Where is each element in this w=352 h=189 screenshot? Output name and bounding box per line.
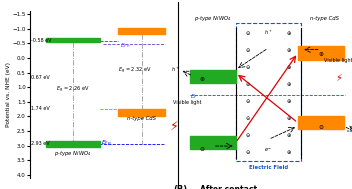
Text: $h^+$: $h^+$ bbox=[264, 28, 273, 37]
Text: $\ominus$: $\ominus$ bbox=[245, 148, 251, 156]
Bar bbox=[46, 39, 100, 42]
Text: $\oplus$: $\oplus$ bbox=[286, 46, 292, 54]
Text: $\oplus$: $\oplus$ bbox=[286, 63, 292, 71]
Text: $\ominus$: $\ominus$ bbox=[245, 97, 251, 105]
Text: p-type NiWO$_4$: p-type NiWO$_4$ bbox=[54, 149, 92, 158]
Text: $\ominus$: $\ominus$ bbox=[245, 80, 251, 88]
Text: ⚡: ⚡ bbox=[335, 73, 342, 83]
Text: $\ominus$: $\ominus$ bbox=[245, 29, 251, 37]
Text: 2.93 eV: 2.93 eV bbox=[31, 141, 50, 146]
Bar bbox=[190, 70, 236, 83]
Text: $\ominus$: $\ominus$ bbox=[245, 63, 251, 71]
Text: $E_g$ = 2.32 eV: $E_g$ = 2.32 eV bbox=[118, 66, 152, 76]
Text: Visible light: Visible light bbox=[174, 101, 202, 105]
Text: $e^-$: $e^-$ bbox=[264, 146, 272, 154]
Text: $\oplus$: $\oplus$ bbox=[286, 97, 292, 105]
Text: $\ominus$: $\ominus$ bbox=[199, 145, 205, 153]
Text: 0.67 eV: 0.67 eV bbox=[31, 75, 50, 80]
Text: Electric Field: Electric Field bbox=[249, 164, 288, 170]
Text: $\ominus$: $\ominus$ bbox=[319, 123, 325, 131]
Bar bbox=[118, 109, 165, 116]
Text: $\oplus$: $\oplus$ bbox=[286, 29, 292, 37]
Text: $\oplus$: $\oplus$ bbox=[286, 131, 292, 139]
Bar bbox=[118, 28, 165, 34]
Text: -0.58 eV: -0.58 eV bbox=[31, 38, 52, 43]
Text: p-type NiWO$_4$: p-type NiWO$_4$ bbox=[194, 14, 232, 23]
Text: $\ominus$: $\ominus$ bbox=[245, 46, 251, 54]
Text: $h^+$: $h^+$ bbox=[171, 65, 180, 74]
Bar bbox=[46, 141, 100, 147]
Text: $\oplus$: $\oplus$ bbox=[319, 50, 325, 58]
Text: $\ominus$: $\ominus$ bbox=[245, 131, 251, 139]
Text: n-type CdS: n-type CdS bbox=[127, 116, 156, 121]
Text: $\oplus$: $\oplus$ bbox=[286, 148, 292, 156]
Text: $\oplus$: $\oplus$ bbox=[286, 114, 292, 122]
Text: $E_F$: $E_F$ bbox=[190, 93, 198, 101]
Text: (B): (B) bbox=[174, 185, 188, 189]
Bar bbox=[190, 136, 236, 149]
Text: 1.74 eV: 1.74 eV bbox=[31, 106, 50, 111]
Text: $\ominus$: $\ominus$ bbox=[245, 114, 251, 122]
Text: $e^-$: $e^-$ bbox=[349, 125, 352, 132]
Text: n-type CdS: n-type CdS bbox=[309, 16, 339, 21]
Text: ⚡: ⚡ bbox=[170, 120, 179, 133]
Text: $\oplus$: $\oplus$ bbox=[199, 75, 205, 83]
Text: $E_{Fn}$: $E_{Fn}$ bbox=[120, 41, 131, 50]
Bar bbox=[236, 23, 301, 161]
Text: Visible light: Visible light bbox=[324, 58, 352, 63]
Bar bbox=[298, 46, 344, 60]
Text: $\oplus$: $\oplus$ bbox=[286, 80, 292, 88]
Y-axis label: Potential vs. NHE (eV): Potential vs. NHE (eV) bbox=[6, 62, 11, 127]
Text: After contact: After contact bbox=[200, 185, 257, 189]
Bar bbox=[298, 116, 344, 129]
Text: $E_g$ = 2.26 eV: $E_g$ = 2.26 eV bbox=[56, 84, 90, 95]
Text: $E_{Fp}$: $E_{Fp}$ bbox=[101, 138, 112, 149]
